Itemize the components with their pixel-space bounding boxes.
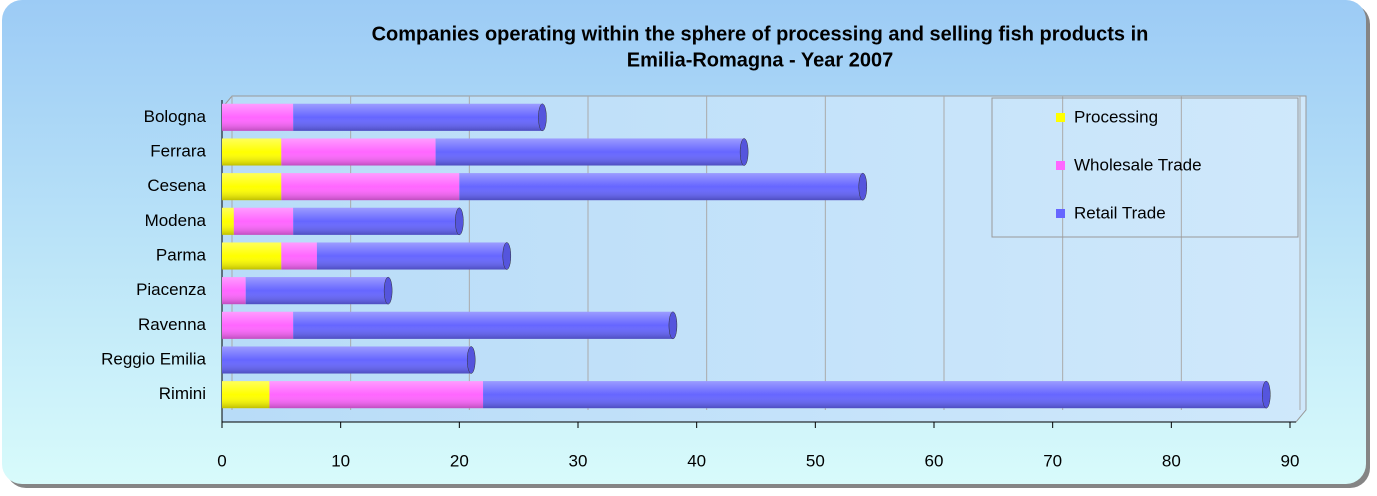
y-tick-label: Modena bbox=[145, 211, 207, 230]
bar-cap bbox=[466, 346, 476, 374]
legend-label: Wholesale Trade bbox=[1074, 155, 1202, 174]
bar-shade bbox=[483, 381, 1267, 409]
bar-shade bbox=[245, 277, 389, 305]
bar-shade bbox=[222, 381, 270, 409]
legend-swatch bbox=[1056, 209, 1065, 218]
bar-shade bbox=[222, 207, 234, 235]
x-tick-label: 50 bbox=[806, 451, 825, 470]
bar-shade bbox=[222, 138, 282, 166]
chart-title: Companies operating within the sphere of… bbox=[372, 23, 1149, 45]
y-tick-label: Ferrara bbox=[150, 141, 206, 160]
bar-shade bbox=[222, 242, 282, 270]
x-tick-label: 70 bbox=[1043, 451, 1062, 470]
bar-shade bbox=[222, 311, 294, 339]
legend-label: Retail Trade bbox=[1074, 203, 1166, 222]
bar-shade bbox=[222, 346, 472, 374]
bar-shade bbox=[435, 138, 745, 166]
legend-swatch bbox=[1056, 113, 1065, 122]
bar-cap bbox=[668, 311, 678, 340]
x-tick-label: 40 bbox=[687, 451, 706, 470]
bar-cap bbox=[455, 207, 464, 236]
bar-cap bbox=[538, 103, 547, 132]
y-tick-label: Cesena bbox=[147, 176, 206, 195]
legend-swatch bbox=[1056, 161, 1065, 170]
x-tick-label: 60 bbox=[925, 451, 944, 470]
bar-shade bbox=[222, 277, 246, 305]
bar-shade bbox=[269, 381, 484, 409]
bar-cap bbox=[739, 138, 749, 166]
y-tick-label: Reggio Emilia bbox=[101, 349, 206, 368]
bar-shade bbox=[222, 173, 282, 201]
chart-subtitle: Emilia-Romagna - Year 2007 bbox=[627, 49, 893, 71]
x-tick-label: 80 bbox=[1162, 451, 1181, 470]
bar-shade bbox=[281, 242, 317, 270]
bar-shade bbox=[281, 138, 436, 166]
bar-shade bbox=[459, 173, 863, 201]
y-tick-label: Rimini bbox=[159, 384, 206, 403]
x-tick-label: 90 bbox=[1281, 451, 1300, 470]
x-tick-label: 20 bbox=[450, 451, 469, 470]
bar-shade bbox=[316, 242, 507, 270]
bar-cap bbox=[858, 172, 868, 201]
bar-shade bbox=[293, 311, 673, 339]
x-tick-label: 0 bbox=[217, 451, 226, 470]
bar-shade bbox=[222, 103, 294, 131]
legend-label: Processing bbox=[1074, 107, 1158, 126]
y-tick-label: Parma bbox=[156, 245, 207, 264]
y-tick-label: Bologna bbox=[144, 107, 207, 126]
y-tick-label: Piacenza bbox=[136, 280, 206, 299]
bar-shade bbox=[233, 207, 294, 235]
bar-shade bbox=[281, 173, 460, 201]
bar-cap bbox=[502, 242, 512, 270]
y-tick-label: Ravenna bbox=[138, 315, 207, 334]
bar-cap bbox=[1262, 380, 1271, 409]
x-tick-label: 10 bbox=[331, 451, 350, 470]
legend-box bbox=[991, 97, 1299, 238]
bar-shade bbox=[293, 207, 460, 235]
bar-shade bbox=[293, 103, 543, 131]
x-tick-label: 30 bbox=[569, 451, 588, 470]
bar-cap bbox=[383, 276, 393, 305]
